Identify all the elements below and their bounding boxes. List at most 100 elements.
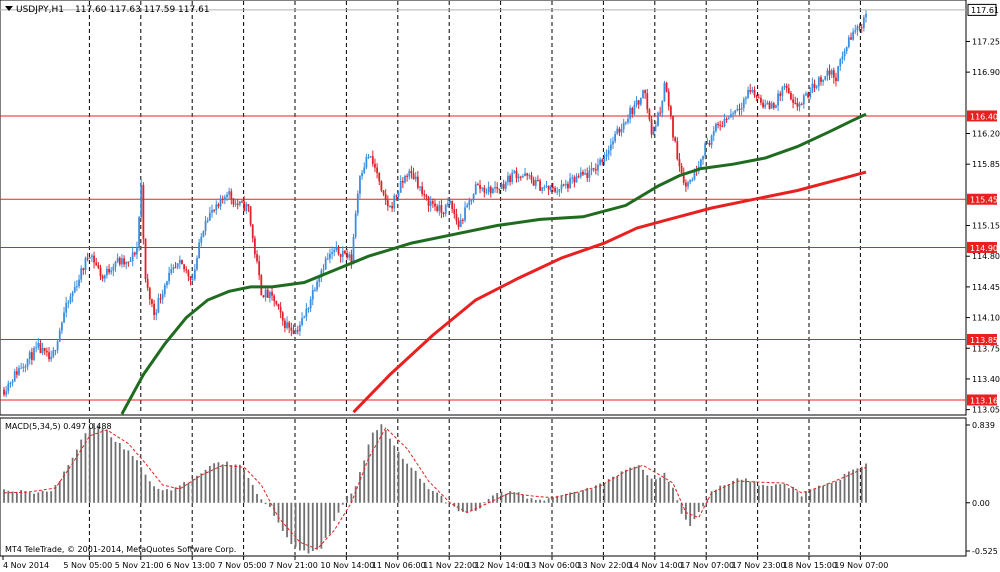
candle-body <box>273 295 276 302</box>
candle-body <box>839 59 842 67</box>
macd-bar <box>586 487 589 503</box>
candle-body <box>187 270 190 277</box>
candle-body <box>802 95 805 105</box>
candle-body <box>163 285 166 295</box>
candle-body <box>618 128 621 133</box>
candle-body <box>764 104 767 108</box>
chevron-down-icon[interactable] <box>5 6 13 11</box>
candle-body <box>326 258 329 260</box>
candle-body <box>352 236 355 263</box>
candle-body <box>847 37 850 48</box>
candle-body <box>762 102 764 108</box>
candle-body <box>577 176 580 178</box>
candle-body <box>549 186 552 190</box>
price-pane[interactable] <box>0 0 967 416</box>
candle-body <box>633 104 636 115</box>
candle-body <box>571 177 574 179</box>
candle-body <box>524 173 526 177</box>
candle-body <box>646 93 649 110</box>
candle-body <box>526 173 529 176</box>
candle-body <box>710 135 713 145</box>
macd-bar <box>817 485 820 503</box>
time-tick-label: 11 Nov 22:00 <box>423 561 477 570</box>
candle-body <box>586 173 589 178</box>
candle-body <box>423 194 426 196</box>
candle-body <box>399 181 402 193</box>
macd-bar <box>684 502 687 520</box>
macd-bar <box>706 498 709 503</box>
candle-body <box>811 83 814 93</box>
candle-body <box>219 198 222 207</box>
macd-pane[interactable] <box>0 417 967 557</box>
candle-body <box>657 112 659 126</box>
macd-bar <box>226 461 228 503</box>
time-tick-label: 14 Nov 14:00 <box>629 561 683 570</box>
price-tick-label: 116.20 <box>972 129 1000 138</box>
candle-body <box>783 85 786 88</box>
candle-body <box>144 238 147 280</box>
candle-body <box>260 275 263 296</box>
candle-body <box>554 188 556 192</box>
candle-body <box>121 258 123 265</box>
candle-body <box>575 176 578 183</box>
candle-body <box>805 93 807 96</box>
candle-body <box>155 312 158 315</box>
candle-body <box>522 176 524 178</box>
macd-bar <box>93 423 95 503</box>
candle-body <box>9 382 12 384</box>
level-tag <box>967 193 997 205</box>
candle-body <box>339 254 342 257</box>
candle-body <box>483 187 486 193</box>
macd-bar <box>15 492 18 503</box>
candle-body <box>777 93 779 106</box>
candle-body <box>699 159 702 167</box>
candle-body <box>768 102 771 109</box>
candle-body <box>65 303 68 313</box>
macd-bar <box>577 492 580 503</box>
candle-body <box>800 103 803 105</box>
macd-bar <box>423 482 426 503</box>
candle-body <box>223 197 226 200</box>
candle-body <box>33 347 35 360</box>
macd-bar <box>749 481 752 503</box>
current-price-tag: 117.61 <box>967 3 999 16</box>
candle-body <box>693 169 696 180</box>
macd-bar <box>642 469 644 503</box>
macd-bar <box>123 449 125 503</box>
macd-bar <box>517 492 520 503</box>
candle-body <box>71 292 74 297</box>
macd-bar <box>667 481 670 503</box>
candle-body <box>45 350 48 353</box>
macd-bar <box>238 464 241 503</box>
macd-bar <box>629 467 632 503</box>
candle-body <box>511 172 514 183</box>
candle-body <box>191 279 194 281</box>
candle-body <box>813 83 816 88</box>
candle-body <box>635 100 638 105</box>
candle-body <box>837 66 840 82</box>
macd-bar <box>329 502 331 535</box>
candle-body <box>406 175 409 177</box>
candle-body <box>558 189 561 192</box>
macd-bar <box>483 502 486 504</box>
macd-bar <box>350 493 353 503</box>
candle-body <box>174 267 177 269</box>
macd-bar <box>710 491 713 503</box>
candle-body <box>67 302 70 304</box>
macd-bar <box>624 469 627 503</box>
candle-body <box>138 217 140 248</box>
candle-body <box>275 301 278 304</box>
candle-body <box>318 277 321 282</box>
candle-body <box>603 157 606 162</box>
candle-body <box>594 169 597 171</box>
candle-body <box>614 133 617 142</box>
time-tick-label: 7 Nov 21:00 <box>269 561 318 570</box>
macd-bar <box>200 473 203 503</box>
candle-body <box>494 187 496 189</box>
candle-body <box>211 209 213 213</box>
candle-body <box>15 371 18 375</box>
candle-body <box>369 156 372 158</box>
candle-body <box>569 178 571 189</box>
candle-body <box>665 82 668 92</box>
